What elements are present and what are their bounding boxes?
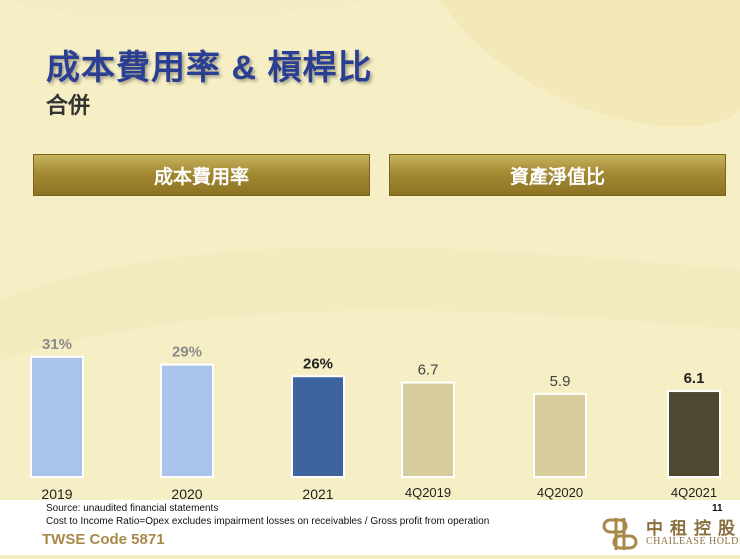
category-label-2021: 2021 (302, 486, 333, 502)
company-logo: 中租控股 CHAILEASE HOLDING (598, 514, 740, 554)
bar-2021 (291, 375, 345, 478)
bar-2020 (160, 363, 214, 478)
source-note: Source: unaudited financial statements (46, 503, 219, 514)
category-label-4Q2020: 4Q2020 (537, 485, 583, 500)
logo-english-name: CHAILEASE HOLDING (646, 536, 740, 547)
value-label-4Q2019: 6.7 (418, 362, 439, 379)
value-label-2020: 29% (172, 344, 202, 361)
bar-4Q2020 (533, 392, 587, 479)
banner-leverage: 資產淨值比 (389, 154, 726, 196)
page-subtitle: 合併 (46, 93, 91, 118)
value-label-4Q2021: 6.1 (684, 370, 705, 387)
ticker-code: TWSE Code 5871 (42, 531, 165, 548)
ratio-definition-note: Cost to Income Ratio=Opex excludes impai… (46, 516, 490, 527)
logo-knot-icon (602, 518, 638, 550)
value-label-2021: 26% (303, 355, 333, 372)
bar-4Q2019 (401, 381, 455, 478)
category-label-4Q2019: 4Q2019 (405, 485, 451, 500)
page-number: 11 (712, 503, 723, 514)
value-label-2019: 31% (42, 336, 72, 353)
bar-2019 (30, 355, 84, 478)
logo-chinese-name: 中租控股 (646, 519, 740, 538)
category-label-2019: 2019 (41, 486, 72, 502)
bar-4Q2021 (667, 390, 721, 478)
category-label-4Q2021: 4Q2021 (671, 485, 717, 500)
category-label-2020: 2020 (171, 486, 202, 502)
banner-cost-income: 成本費用率 (33, 154, 370, 196)
value-label-4Q2020: 5.9 (550, 373, 571, 390)
page-title: 成本費用率 & 槓桿比 (46, 49, 373, 87)
